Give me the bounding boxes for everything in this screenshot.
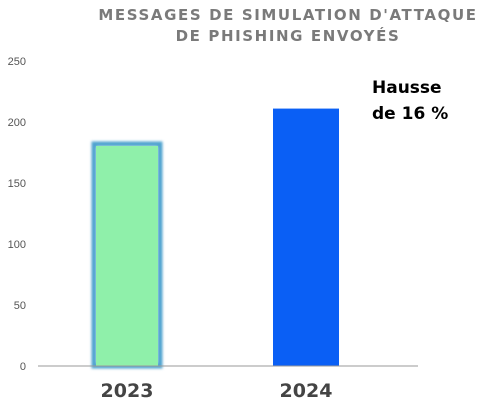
x-tick-label: 2023: [101, 380, 154, 402]
chart-title-line-1: MESSAGES DE SIMULATION D'ATTAQUE: [98, 6, 477, 24]
chart-title-line-2: DE PHISHING ENVOYÉS: [176, 26, 401, 45]
bar-2024: [273, 108, 339, 366]
x-axis: 2023 2024: [101, 380, 333, 402]
annotation-line-1: Hausse: [372, 78, 442, 98]
y-axis: 0 50 100 150 200 250: [8, 56, 26, 373]
y-tick-label: 200: [8, 117, 26, 129]
x-tick-label: 2024: [280, 380, 333, 402]
bar-2023: [96, 145, 158, 366]
bars: [91, 108, 339, 369]
y-tick-label: 150: [8, 178, 26, 190]
y-tick-label: 50: [14, 300, 26, 312]
y-tick-label: 0: [20, 361, 26, 373]
y-tick-label: 100: [8, 239, 26, 251]
y-tick-label: 250: [8, 56, 26, 68]
annotation-line-2: de 16 %: [372, 104, 448, 124]
